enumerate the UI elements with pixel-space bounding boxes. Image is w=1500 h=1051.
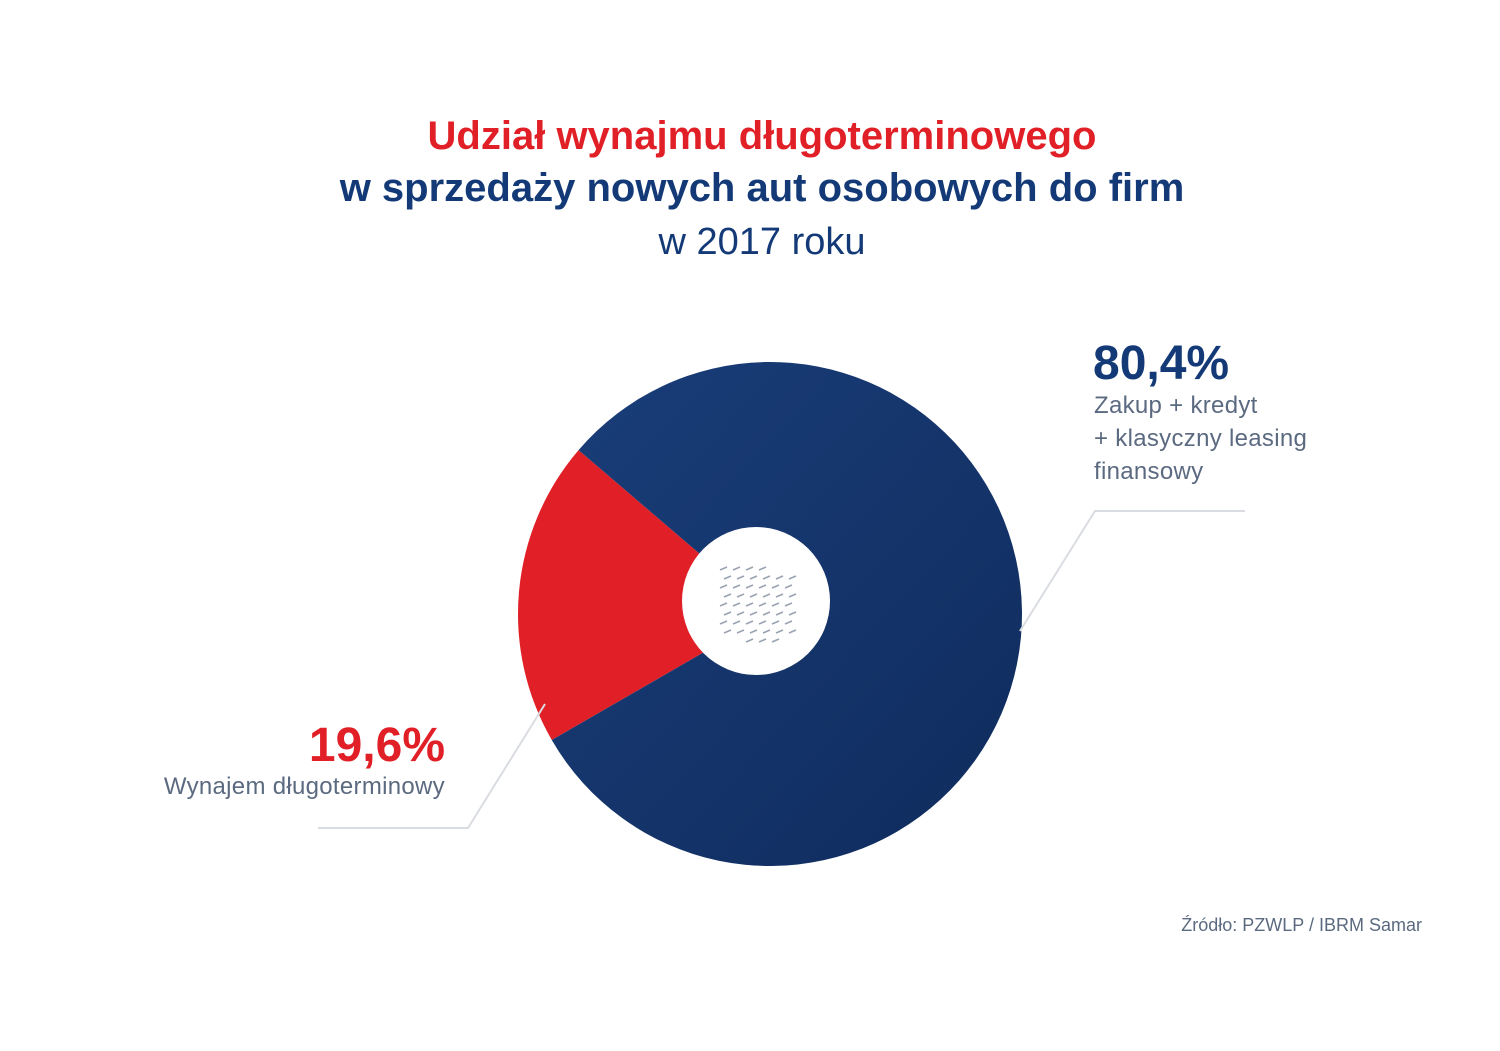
map-pattern-stroke: [758, 602, 767, 607]
poland-map-icon: [719, 566, 797, 643]
map-pattern-stroke: [745, 638, 754, 643]
map-pattern-stroke: [788, 629, 797, 634]
category-label-purchase-line-1: Zakup + kredyt: [1094, 392, 1258, 419]
map-pattern-stroke: [749, 593, 758, 598]
chart-title: Udział wynajmu długoterminowego w sprzed…: [0, 110, 1500, 270]
category-label-rental: Wynajem długoterminowy: [163, 773, 445, 800]
map-pattern-stroke: [775, 593, 784, 598]
map-pattern-stroke: [771, 620, 780, 625]
map-pattern-stroke: [771, 638, 780, 643]
category-label-purchase-line-2: + klasyczny leasing: [1094, 425, 1308, 452]
map-pattern-stroke: [723, 575, 732, 580]
map-pattern-stroke: [749, 575, 758, 580]
map-pattern-stroke: [758, 620, 767, 625]
chart-subtitle: w 2017 roku: [658, 221, 866, 263]
donut-hole: [682, 527, 830, 675]
map-pattern-stroke: [784, 602, 793, 607]
title-line-1: Udział wynajmu długoterminowego: [427, 114, 1097, 158]
map-pattern-stroke: [736, 575, 745, 580]
map-pattern-stroke: [723, 593, 732, 598]
map-pattern-stroke: [719, 566, 728, 571]
map-pattern-stroke: [771, 584, 780, 589]
map-pattern-stroke: [749, 611, 758, 616]
map-pattern-stroke: [758, 584, 767, 589]
map-pattern-stroke: [732, 620, 741, 625]
map-pattern-stroke: [745, 602, 754, 607]
map-pattern-stroke: [736, 629, 745, 634]
map-pattern-stroke: [719, 584, 728, 589]
map-pattern-stroke: [784, 620, 793, 625]
map-pattern-stroke: [736, 611, 745, 616]
map-pattern-stroke: [788, 575, 797, 580]
map-pattern-stroke: [745, 584, 754, 589]
map-pattern-stroke: [732, 602, 741, 607]
map-pattern-stroke: [762, 629, 771, 634]
map-pattern-stroke: [771, 602, 780, 607]
map-pattern-stroke: [758, 566, 767, 571]
map-pattern-stroke: [762, 593, 771, 598]
map-pattern-stroke: [745, 620, 754, 625]
map-pattern-stroke: [784, 584, 793, 589]
map-pattern-stroke: [749, 629, 758, 634]
map-pattern-stroke: [723, 611, 732, 616]
value-label-rental: 19,6%: [308, 719, 445, 772]
map-pattern-stroke: [732, 584, 741, 589]
category-label-purchase-line-3: finansowy: [1094, 458, 1204, 485]
title-line-2: w sprzedaży nowych aut osobowych do firm: [339, 166, 1185, 210]
category-label-purchase: Zakup + kredyt + klasyczny leasing finan…: [1094, 389, 1307, 488]
value-label-purchase: 80,4%: [1093, 337, 1230, 390]
leader-line-right: [1019, 510, 1245, 632]
map-pattern-stroke: [736, 593, 745, 598]
map-pattern-stroke: [745, 566, 754, 571]
map-pattern-stroke: [758, 638, 767, 643]
map-pattern-stroke: [775, 575, 784, 580]
pie-slice-rental: [517, 450, 770, 740]
source-note: Źródło: PZWLP / IBRM Samar: [1181, 915, 1422, 935]
map-pattern-stroke: [775, 629, 784, 634]
map-pattern-stroke: [788, 611, 797, 616]
map-pattern-stroke: [788, 593, 797, 598]
map-pattern-stroke: [719, 602, 728, 607]
map-pattern-stroke: [723, 629, 732, 634]
map-pattern-stroke: [775, 611, 784, 616]
map-pattern-stroke: [732, 566, 741, 571]
map-pattern-stroke: [762, 575, 771, 580]
map-pattern-stroke: [719, 620, 728, 625]
map-pattern-stroke: [762, 611, 771, 616]
leader-line-left: [318, 703, 546, 829]
